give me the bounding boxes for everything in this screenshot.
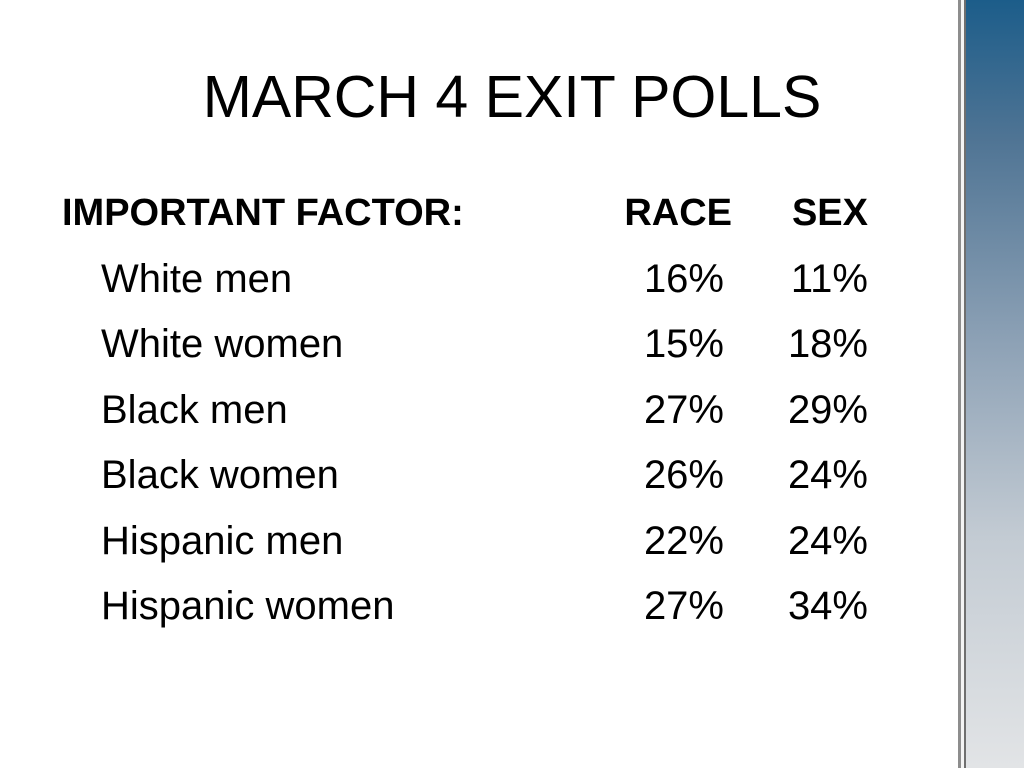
row-group-label: Hispanic women bbox=[101, 584, 395, 628]
row-sex-value: 34% bbox=[787, 584, 868, 628]
side-bar-divider bbox=[958, 0, 961, 768]
row-group-label: Black women bbox=[101, 453, 339, 497]
side-bar-divider bbox=[964, 0, 966, 768]
row-race-value: 27% bbox=[643, 388, 724, 432]
row-race-value: 15% bbox=[643, 322, 724, 366]
row-group-label: White men bbox=[101, 257, 293, 301]
row-race-value: 27% bbox=[643, 584, 724, 628]
row-race-value: 16% bbox=[643, 257, 724, 301]
row-sex-value: 24% bbox=[787, 453, 868, 497]
table-row: White women 15% 18% bbox=[0, 314, 960, 374]
header-race: RACE bbox=[624, 192, 732, 234]
table-row: Hispanic men 22% 24% bbox=[0, 511, 960, 571]
row-group-label: Black men bbox=[101, 388, 288, 432]
table-row: Black women 26% 24% bbox=[0, 445, 960, 505]
table-row: White men 16% 11% bbox=[0, 249, 960, 309]
table-row: Hispanic women 27% 34% bbox=[0, 576, 960, 636]
exit-poll-table: IMPORTANT FACTOR: RACE SEX White men 16%… bbox=[0, 183, 960, 636]
row-race-value: 26% bbox=[643, 453, 724, 497]
row-group-label: White women bbox=[101, 322, 344, 366]
row-sex-value: 18% bbox=[787, 322, 868, 366]
header-important-factor: IMPORTANT FACTOR: bbox=[62, 192, 464, 234]
slide-title: MARCH 4 EXIT POLLS bbox=[202, 64, 822, 130]
table-header-row: IMPORTANT FACTOR: RACE SEX bbox=[0, 183, 960, 243]
row-sex-value: 24% bbox=[787, 519, 868, 563]
table-row: Black men 27% 29% bbox=[0, 380, 960, 440]
row-sex-value: 29% bbox=[787, 388, 868, 432]
row-sex-value: 11% bbox=[790, 257, 868, 301]
header-sex: SEX bbox=[791, 192, 868, 234]
decorative-side-bar bbox=[958, 0, 1024, 768]
row-group-label: Hispanic men bbox=[101, 519, 344, 563]
row-race-value: 22% bbox=[643, 519, 724, 563]
side-bar-divider bbox=[961, 0, 964, 768]
